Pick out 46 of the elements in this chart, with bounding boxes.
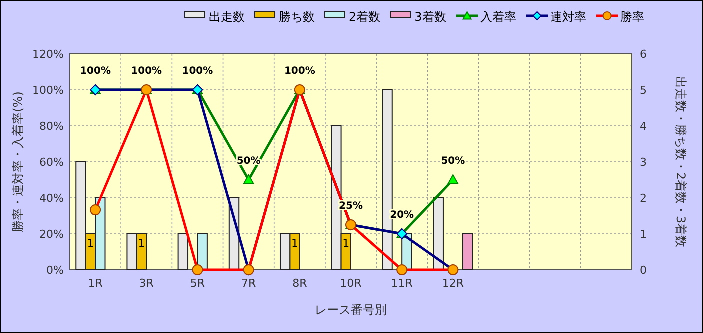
- x-tick-label: 1R: [88, 277, 104, 290]
- y2-tick-label: 1: [640, 228, 647, 241]
- y2-tick-label: 6: [640, 48, 647, 61]
- legend-label: 出走数: [209, 10, 245, 24]
- y2-tick-label: 0: [640, 264, 647, 277]
- y-tick-label: 80%: [40, 120, 64, 133]
- data-label: 1: [138, 237, 146, 250]
- bar: [433, 198, 444, 270]
- data-label: 100%: [182, 66, 214, 77]
- x-axis-title: レース番号別: [315, 303, 387, 317]
- y-tick-label: 20%: [40, 228, 64, 241]
- x-tick-label: 5R: [190, 277, 206, 290]
- bar: [178, 234, 189, 270]
- legend-label: 勝ち数: [279, 10, 315, 24]
- y2-tick-label: 4: [640, 120, 647, 133]
- x-tick-label: 8R: [292, 277, 308, 290]
- x-tick-label: 10R: [340, 277, 362, 290]
- point: [448, 174, 459, 184]
- legend-label: 入着率: [480, 10, 516, 24]
- data-label: 100%: [80, 66, 111, 77]
- y2-tick-label: 2: [640, 192, 647, 205]
- data-label: 1: [342, 237, 350, 250]
- y-tick-label: 0%: [46, 264, 64, 277]
- legend-label: 勝率: [620, 10, 644, 24]
- y-axis-title: 勝率・連対率・入着率(%): [11, 92, 25, 232]
- bar: [197, 234, 208, 270]
- point: [243, 174, 254, 184]
- data-label: 100%: [284, 66, 316, 77]
- x-tick-label: 11R: [391, 277, 414, 290]
- data-label: 100%: [131, 66, 162, 77]
- x-tick-label: 7R: [241, 277, 256, 290]
- x-tick-label: 12R: [442, 277, 464, 290]
- data-label: 1: [87, 237, 94, 250]
- y-tick-label: 60%: [40, 156, 64, 169]
- legend-label: 2着数: [349, 10, 381, 24]
- y-tick-label: 120%: [32, 48, 64, 61]
- y2-tick-label: 5: [640, 84, 647, 97]
- y-tick-label: 40%: [40, 192, 64, 205]
- data-label: 50%: [441, 156, 466, 167]
- data-label: 1: [292, 237, 299, 250]
- y2-tick-label: 3: [640, 156, 647, 169]
- legend-label: 連対率: [550, 10, 586, 24]
- y2-axis-title: 出走数・勝ち数・2着数・3着数: [674, 76, 688, 248]
- x-tick-label: 3R: [139, 277, 154, 290]
- legend-label: 3着数: [414, 10, 446, 24]
- y-tick-label: 100%: [32, 84, 64, 97]
